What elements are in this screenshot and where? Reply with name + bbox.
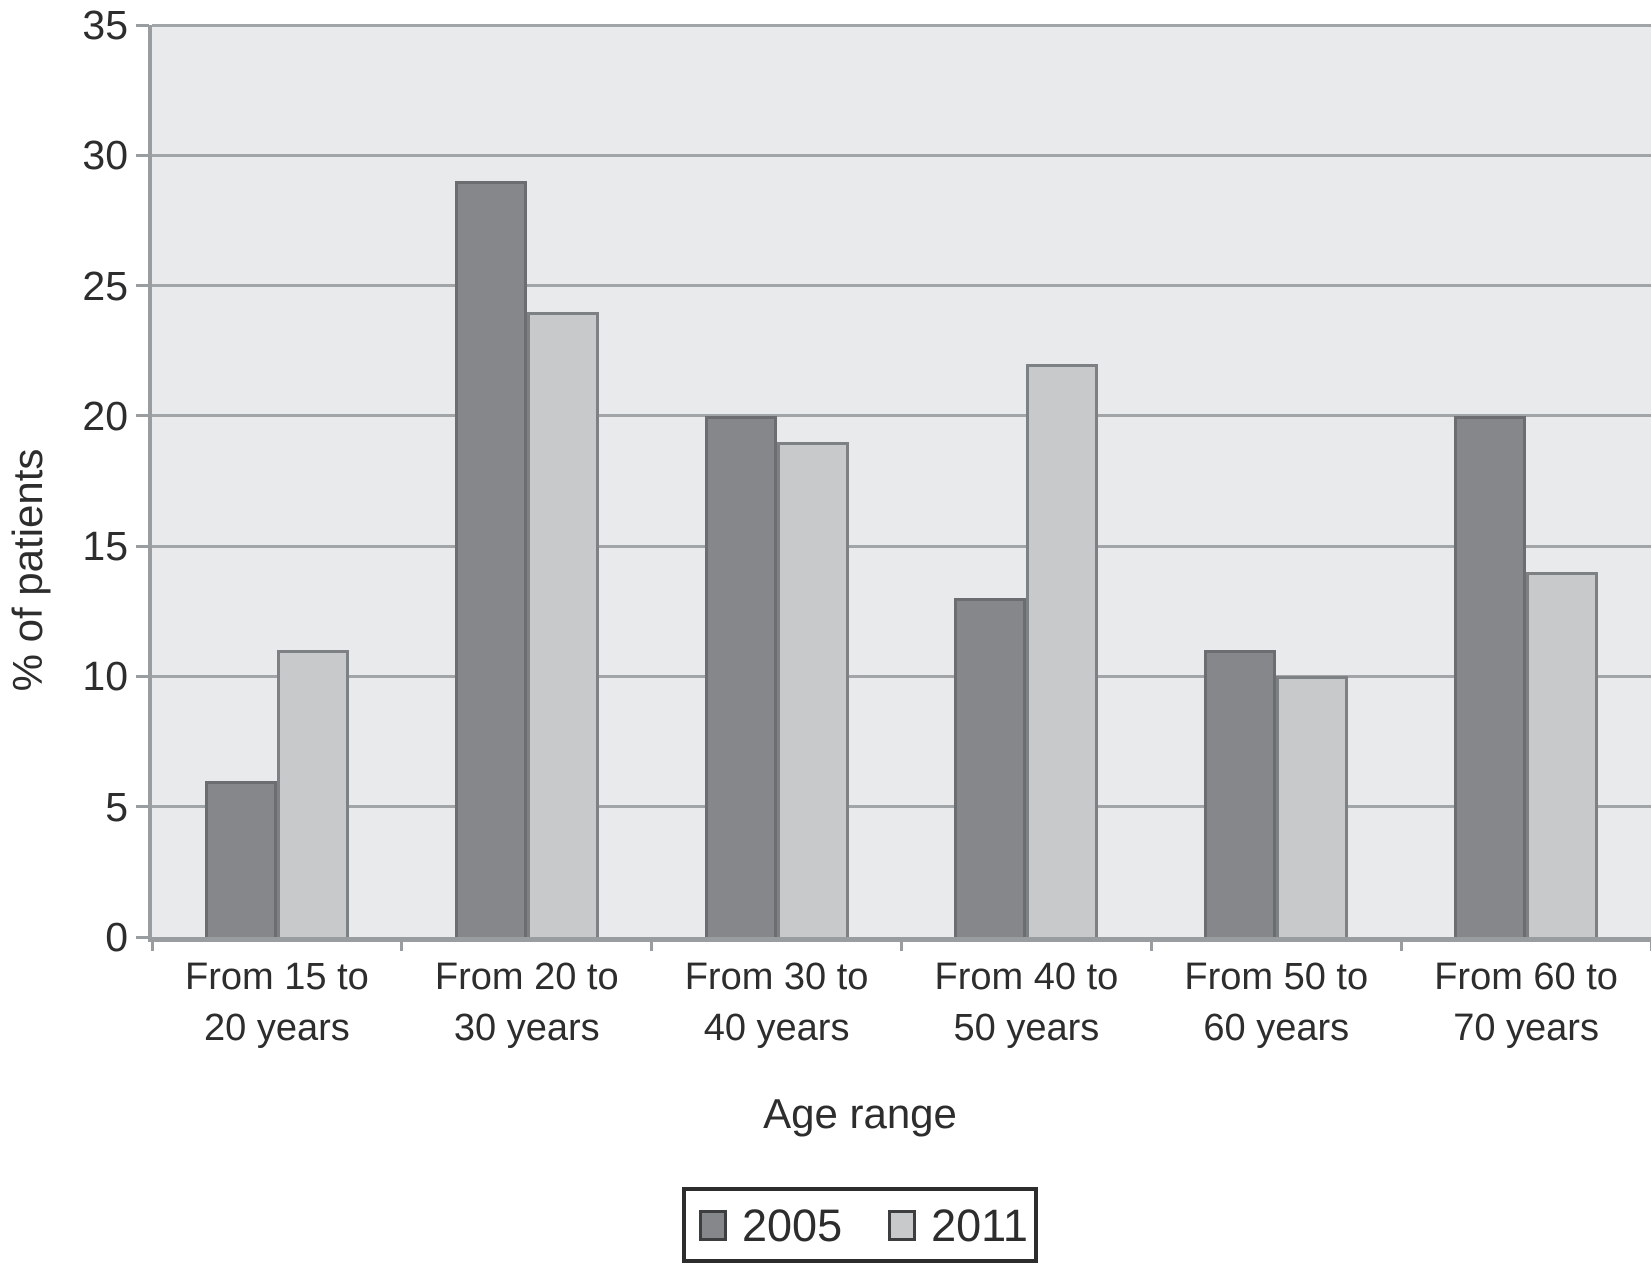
bar-2005-group-6 [1454,416,1527,937]
x-tick-mark-5 [1399,942,1403,951]
bar-2011-group-3 [776,442,849,937]
gridline-30 [152,153,1651,157]
y-tick-mark-5 [136,805,149,809]
x-tick-mark-6 [1649,942,1651,951]
x-tick-mark-2 [650,942,654,951]
x-category-label-3: From 30 to 40 years [684,956,869,1049]
y-tick-mark-35 [136,23,149,27]
bar-2005-group-2 [454,181,527,937]
x-category-label-1: From 15 to 20 years [185,956,369,1049]
bar-2011-group-4 [1026,364,1099,937]
bar-2011-group-1 [276,650,349,937]
x-axis-line [148,937,1651,942]
bar-2011-group-6 [1526,572,1599,937]
legend: 2005 2011 [682,1187,1038,1263]
x-tick-mark-4 [1149,942,1153,951]
x-category-label-4: From 40 to 50 years [934,956,1119,1049]
x-tick-mark-0 [150,942,154,951]
y-tick-mark-20 [136,414,149,418]
x-axis-title: Age range [763,1090,957,1137]
legend-label-2011: 2011 [931,1199,1028,1251]
legend-label-2005: 2005 [742,1199,843,1251]
y-tick-mark-25 [136,284,149,288]
y-tick-label-35: 35 [82,2,128,48]
y-tick-label-5: 5 [105,783,128,830]
x-category-label-5: From 50 to 60 years [1184,956,1369,1049]
gridline-15 [152,544,1651,548]
gridline-5 [152,805,1651,809]
bar-2005-group-3 [704,416,777,937]
bar-2005-group-5 [1204,650,1277,937]
y-tick-mark-30 [136,153,149,157]
x-tick-mark-3 [900,942,903,951]
x-category-label-6: From 60 to 70 years [1434,956,1618,1049]
bar-2005-group-4 [954,598,1027,937]
x-tick-mark-1 [400,942,404,951]
bar-2005-group-1 [204,781,277,937]
y-axis-title: % of patients [4,448,51,692]
y-tick-label-30: 30 [82,132,128,179]
y-tick-label-10: 10 [82,653,128,700]
y-tick-label-15: 15 [82,523,128,570]
gridline-10 [152,674,1651,678]
gridline-20 [152,414,1651,418]
y-tick-mark-0 [136,935,149,939]
bar-2011-group-5 [1276,676,1349,937]
y-tick-label-0: 0 [105,914,128,960]
y-tick-label-25: 25 [82,262,128,309]
legend-swatch-2011-icon [888,1209,917,1241]
plot-area [152,23,1651,937]
y-tick-mark-15 [136,544,149,548]
legend-swatch-2005-icon [699,1209,727,1241]
bar-2011-group-2 [526,312,599,937]
gridline-35 [152,23,1651,27]
y-tick-mark-10 [136,674,149,678]
x-category-label-2: From 20 to 30 years [434,956,619,1049]
y-axis-line [148,25,152,942]
gridline-25 [152,284,1651,288]
y-tick-label-20: 20 [82,392,128,439]
